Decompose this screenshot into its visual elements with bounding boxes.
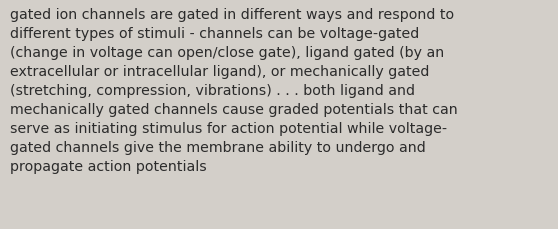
Text: gated ion channels are gated in different ways and respond to
different types of: gated ion channels are gated in differen… — [10, 8, 458, 173]
